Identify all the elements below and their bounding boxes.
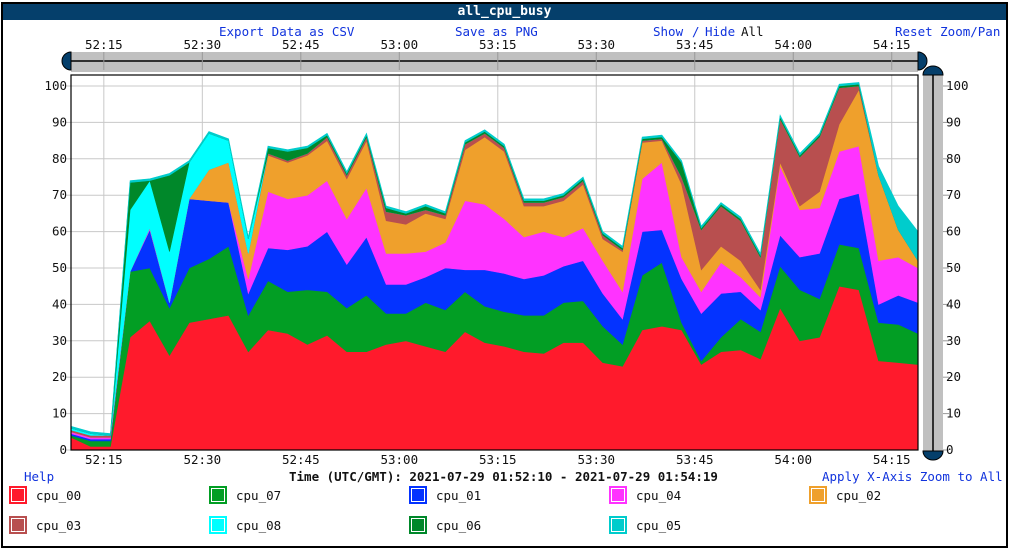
y-tick-label-right: 40 [946, 296, 961, 311]
x-tick-label-top: 53:00 [380, 37, 418, 52]
y-tick-label-right: 80 [946, 151, 961, 166]
x-tick-label-top: 53:30 [577, 37, 615, 52]
legend-label: cpu_02 [836, 487, 882, 503]
legend-swatch [409, 516, 427, 534]
legend-swatch [809, 486, 827, 504]
legend-item-cpu_07[interactable]: cpu_07 [209, 486, 281, 504]
y-tick-label-right: 100 [946, 78, 969, 93]
x-tick-label-bottom: 52:15 [85, 452, 123, 467]
window-title: all_cpu_busy [3, 4, 1006, 20]
stacked-area-chart[interactable]: 0 0 10 10 20 20 30 30 40 40 50 50 60 60 70 70 80 80 90 90 10… [3, 4, 1006, 546]
legend-item-cpu_02[interactable]: cpu_02 [809, 486, 881, 504]
y-tick-label-right: 20 [946, 369, 961, 384]
y-tick-label-right: 70 [946, 187, 961, 202]
legend-swatch [409, 486, 427, 504]
legend-item-cpu_06[interactable]: cpu_06 [409, 516, 481, 534]
time-range-label: Time (UTC/GMT): 2021-07-29 01:52:10 - 20… [289, 469, 718, 484]
reset-zoom-link[interactable]: Reset Zoom/Pan [895, 24, 1001, 39]
legend-label: cpu_05 [636, 517, 682, 533]
y-tick-label-left: 100 [44, 78, 67, 93]
legend-swatch [9, 486, 27, 504]
legend-item-cpu_03[interactable]: cpu_03 [9, 516, 81, 534]
y-tick-label-left: 50 [52, 260, 67, 275]
x-tick-label-top: 54:00 [774, 37, 812, 52]
x-tick-label-bottom: 52:30 [183, 452, 221, 467]
x-tick-label-bottom: 54:00 [774, 452, 812, 467]
save-png-link[interactable]: Save as PNG [455, 24, 538, 39]
legend-item-cpu_08[interactable]: cpu_08 [209, 516, 281, 534]
x-tick-label-top: 53:45 [676, 37, 714, 52]
x-tick-label-bottom: 53:15 [479, 452, 517, 467]
x-tick-label-bottom: 53:30 [577, 452, 615, 467]
y-tick-label-left: 80 [52, 151, 67, 166]
y-tick-label-right: 10 [946, 406, 961, 421]
show-hide-separator: / [692, 24, 700, 39]
all-label: All [741, 24, 764, 39]
y-tick-label-right: 90 [946, 114, 961, 129]
x-tick-label-top: 52:15 [85, 37, 123, 52]
legend-item-cpu_00[interactable]: cpu_00 [9, 486, 81, 504]
y-slider-bottom-handle[interactable] [922, 450, 944, 461]
legend-swatch [209, 486, 227, 504]
x-slider-right-handle[interactable] [917, 51, 928, 71]
legend-label: cpu_03 [36, 517, 82, 533]
y-tick-label-left: 70 [52, 187, 67, 202]
legend-label: cpu_08 [236, 517, 282, 533]
x-tick-label-bottom: 54:15 [873, 452, 911, 467]
y-tick-label-right: 50 [946, 260, 961, 275]
legend-swatch [609, 486, 627, 504]
x-range-slider[interactable] [71, 52, 918, 72]
plot-border [70, 74, 919, 451]
legend-swatch [9, 516, 27, 534]
x-slider-left-handle[interactable] [61, 51, 72, 71]
x-tick-label-bottom: 53:45 [676, 452, 714, 467]
y-tick-label-right: 60 [946, 224, 961, 239]
y-tick-label-left: 0 [59, 442, 67, 457]
y-tick-label-left: 10 [52, 406, 67, 421]
legend-item-cpu_05[interactable]: cpu_05 [609, 516, 681, 534]
hide-all-link[interactable]: Hide [705, 24, 736, 39]
y-tick-label-right: 0 [946, 442, 954, 457]
legend-label: cpu_07 [236, 487, 282, 503]
legend-item-cpu_01[interactable]: cpu_01 [409, 486, 481, 504]
legend-label: cpu_00 [36, 487, 82, 503]
y-tick-label-left: 90 [52, 114, 67, 129]
x-tick-label-top: 53:15 [479, 37, 517, 52]
y-tick-label-left: 40 [52, 296, 67, 311]
x-tick-label-bottom: 53:00 [380, 452, 418, 467]
y-tick-label-left: 60 [52, 224, 67, 239]
x-tick-label-bottom: 52:45 [282, 452, 320, 467]
apply-zoom-link[interactable]: Apply X-Axis Zoom to All [822, 469, 1003, 484]
export-csv-link[interactable]: Export Data as CSV [219, 24, 355, 39]
show-all-link[interactable]: Show [653, 24, 684, 39]
help-link[interactable]: Help [24, 469, 55, 484]
legend-swatch [209, 516, 227, 534]
legend-item-cpu_04[interactable]: cpu_04 [609, 486, 681, 504]
y-tick-label-left: 20 [52, 369, 67, 384]
y-slider-top-handle[interactable] [922, 65, 944, 76]
y-tick-label-left: 30 [52, 333, 67, 348]
legend-label: cpu_06 [436, 517, 482, 533]
x-tick-label-top: 52:30 [183, 37, 221, 52]
legend-label: cpu_01 [436, 487, 482, 503]
x-tick-label-top: 52:45 [282, 37, 320, 52]
x-tick-label-top: 54:15 [873, 37, 911, 52]
legend-swatch [609, 516, 627, 534]
legend-label: cpu_04 [636, 487, 682, 503]
y-tick-label-right: 30 [946, 333, 961, 348]
